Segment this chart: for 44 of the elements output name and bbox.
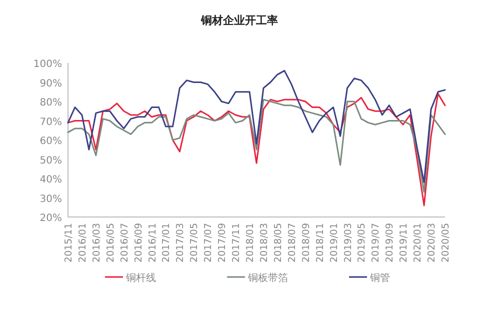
x-tick-label: 2017/03 — [175, 223, 186, 262]
x-tick-label: 2017/01 — [161, 223, 172, 262]
y-tick-label: 70% — [40, 116, 62, 128]
x-tick-label: 2017/05 — [189, 223, 200, 262]
x-tick-label: 2019/03 — [342, 223, 354, 262]
line-series — [67, 93, 446, 206]
line-series — [67, 98, 446, 193]
x-tick-label: 2020/05 — [440, 223, 452, 262]
y-tick-label: 60% — [40, 136, 62, 147]
x-tick-label: 2016/03 — [91, 223, 102, 262]
x-tick-label: 2016/01 — [77, 223, 88, 262]
y-tick-label: 80% — [40, 98, 62, 108]
x-tick-label: 2018/01 — [245, 223, 256, 262]
legend-label: 铜杆线 — [125, 272, 156, 284]
legend-label: 铜管 — [369, 273, 390, 284]
x-tick-label: 2019/07 — [370, 223, 382, 262]
x-tick-label: 2016/09 — [133, 223, 144, 262]
x-tick-label: 2018/09 — [300, 223, 312, 262]
x-tick-label: 2020/03 — [426, 223, 438, 262]
y-tick-label: 40% — [40, 174, 62, 186]
y-tick-label: 20% — [40, 213, 62, 224]
legend-label: 铜板带箔 — [247, 272, 288, 284]
x-tick-label: 2017/09 — [217, 223, 228, 262]
x-tick-label: 2016/07 — [119, 223, 130, 262]
x-tick-label: 2019/09 — [384, 223, 396, 262]
x-tick-label: 2018/11 — [314, 223, 326, 262]
y-tick-label: 90% — [40, 78, 62, 90]
x-tick-label: 2017/11 — [231, 223, 242, 262]
y-tick-label: 100% — [33, 59, 62, 70]
x-tick-label: 2018/03 — [258, 223, 270, 262]
x-tick-label: 2018/05 — [272, 223, 284, 262]
x-tick-label: 2019/01 — [328, 223, 340, 262]
line-series — [67, 70, 446, 184]
y-tick-label: 30% — [40, 194, 62, 205]
x-tick-label: 2019/11 — [398, 223, 410, 262]
chart-title: 铜材企业开工率 — [200, 14, 278, 27]
x-tick-label: 2019/05 — [356, 223, 368, 262]
x-tick-label: 2018/07 — [286, 223, 298, 262]
y-tick-label: 50% — [40, 155, 62, 166]
x-tick-label: 2015/11 — [64, 223, 74, 262]
x-tick-label: 2016/11 — [147, 223, 158, 262]
x-tick-label: 2020/01 — [412, 223, 424, 262]
x-tick-label: 2016/05 — [105, 223, 116, 262]
x-tick-label: 2017/07 — [203, 223, 214, 262]
